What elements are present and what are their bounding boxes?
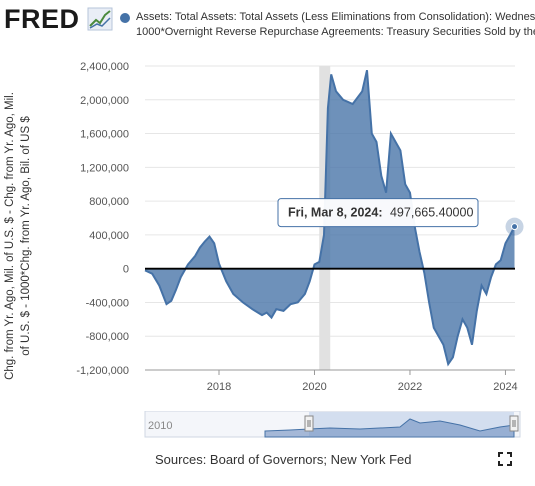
y-tick-label: 800,000 (89, 196, 129, 208)
legend-series-title-line-1[interactable]: Assets: Total Assets: Total Assets (Less… (136, 11, 535, 23)
tooltip: Fri, Mar 8, 2024: 497,665.40000 (277, 198, 479, 228)
x-tick-label: 2022 (398, 381, 422, 393)
y-tick-label: 0 (123, 264, 129, 276)
range-navigator[interactable]: 2010 (0, 411, 535, 439)
x-tick-label: 2018 (207, 381, 231, 393)
x-tick-label: 2024 (493, 381, 517, 393)
y-tick-label: 1,600,000 (80, 129, 129, 141)
chart-source-note: Sources: Board of Governors; New York Fe… (155, 452, 412, 467)
y-axis-ticks: -1,200,000 -800,000 -400,000 0 400,000 800,00… (76, 61, 129, 377)
hover-marker (505, 217, 524, 236)
tooltip-text: Fri, Mar 8, 2024: 497,665.40000 (288, 206, 473, 220)
navigator-left-handle[interactable] (304, 415, 314, 432)
tooltip-date: Fri, Mar 8, 2024: (288, 206, 383, 220)
hover-point (511, 223, 519, 231)
y-tick-label: 400,000 (89, 230, 129, 242)
fred-logo[interactable]: FRED (4, 4, 116, 34)
y-tick-label: -400,000 (86, 297, 129, 309)
y-tick-label: 2,000,000 (80, 95, 129, 107)
x-axis-ticks: 2018 2020 2022 2024 (207, 370, 518, 393)
trend-line-icon (87, 7, 113, 31)
y-tick-label: -800,000 (86, 331, 129, 343)
x-tick-label: 2020 (302, 381, 326, 393)
legend-series-marker (120, 13, 130, 23)
main-chart[interactable]: -1,200,000 -800,000 -400,000 0 400,000 800,00… (0, 50, 535, 410)
y-tick-label: 2,400,000 (80, 61, 129, 73)
tooltip-box (277, 198, 479, 228)
legend-series-title-line-2[interactable]: 1000*Overnight Reverse Repurchase Agreem… (136, 26, 535, 38)
logo-text: FRED (4, 4, 80, 34)
series-line (144, 69, 516, 367)
fullscreen-icon[interactable] (498, 452, 512, 466)
tooltip-value: 497,665.40000 (390, 206, 473, 220)
y-tick-label: 1,200,000 (80, 162, 129, 174)
navigator-right-handle[interactable] (509, 415, 519, 432)
y-tick-label: -1,200,000 (76, 365, 129, 377)
navigator-start-label: 2010 (148, 420, 172, 432)
